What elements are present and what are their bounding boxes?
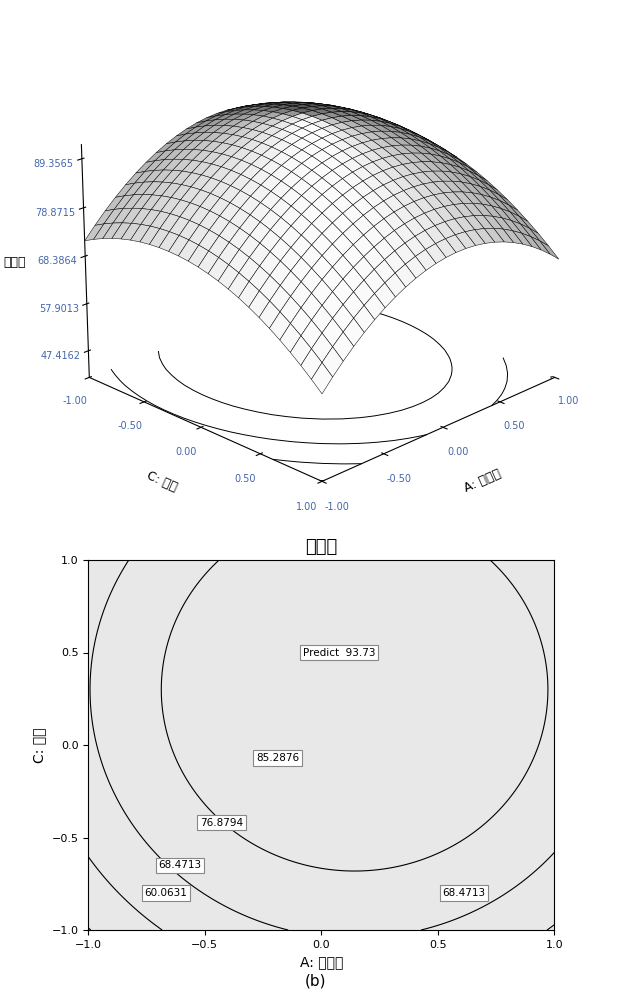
Text: 60.0631: 60.0631 [144, 888, 187, 898]
Text: 68.4713: 68.4713 [158, 860, 201, 870]
Y-axis label: C: 时间: C: 时间 [144, 469, 179, 494]
Text: 85.2876: 85.2876 [256, 753, 299, 763]
Y-axis label: C: 时间: C: 时间 [32, 727, 46, 763]
Title: 提取率: 提取率 [305, 538, 338, 556]
Text: 76.8794: 76.8794 [200, 818, 243, 828]
X-axis label: A: 液料比: A: 液料比 [300, 955, 343, 969]
Text: (b): (b) [304, 973, 326, 988]
Text: 68.4713: 68.4713 [442, 888, 486, 898]
X-axis label: A: 液料比: A: 液料比 [462, 467, 503, 495]
Text: Predict  93.73: Predict 93.73 [302, 648, 375, 658]
